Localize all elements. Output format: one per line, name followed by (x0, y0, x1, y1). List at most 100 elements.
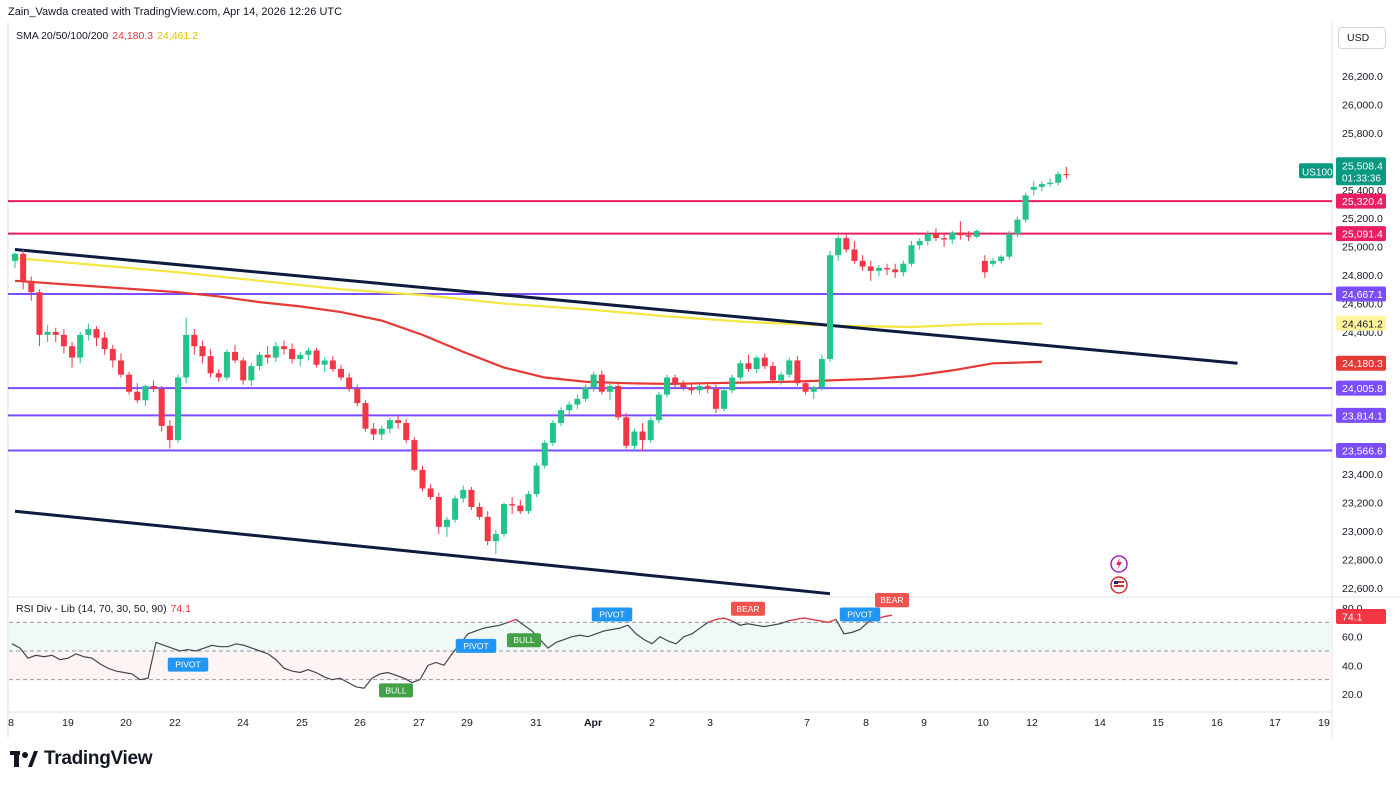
sma-legend[interactable]: SMA 20/50/100/200 24,180.3 24,461.2 (16, 30, 198, 42)
candle-body-100 (827, 255, 833, 360)
candle-body-72 (598, 374, 605, 392)
candle-body-42 (354, 388, 361, 404)
candle-body-33 (280, 346, 287, 350)
price-tick-label: 23,000.0 (1342, 526, 1383, 538)
candlesticks (12, 167, 1070, 554)
candle-body-119 (981, 260, 988, 273)
candle-body-34 (289, 349, 296, 360)
candle-body-109 (900, 263, 907, 273)
candle-body-128 (1055, 174, 1062, 183)
candle-body-129 (1063, 174, 1070, 176)
candle-body-96 (794, 360, 801, 384)
candle-body-114 (941, 238, 948, 240)
time-tick-label: 26 (354, 717, 366, 729)
sma-legend-red-value: 24,180.3 (112, 30, 154, 42)
candle-body-118 (973, 231, 980, 237)
candle-body-74 (615, 386, 622, 418)
candle-body-44 (370, 428, 377, 435)
candle-body-25 (215, 373, 222, 378)
candle-body-70 (582, 387, 589, 399)
moving-averages (14, 256, 1042, 386)
price-tick-label: 26,200.0 (1342, 71, 1383, 83)
candle-body-20 (175, 377, 181, 441)
rsi-signal-4-bg (591, 607, 633, 622)
rsi-signal-1-bg (379, 683, 413, 698)
rsi-tick-label: 40.0 (1342, 660, 1363, 672)
time-tick-label: Apr (584, 717, 602, 729)
time-tick-label: 2 (649, 717, 655, 729)
flash-icon[interactable] (1110, 555, 1128, 573)
time-tick-label: 17 (1269, 717, 1281, 729)
rsi-signal-9-label: BEAR (880, 595, 903, 605)
candle-body-35 (297, 354, 304, 360)
rsi-tick-label: 20.0 (1342, 689, 1363, 701)
candle-body-75 (623, 417, 630, 446)
level-badge-4-bg (1336, 407, 1386, 423)
time-axis: 8 19 20 22 24 25 26 27 29 31 Apr 2 3 7 8 9 10 12 14 15 16 17 1… (8, 717, 1330, 729)
candle-body-71 (590, 374, 597, 388)
rsi-legend-label: RSI Div - Lib (14, 70, 30, 50, 90) (16, 603, 167, 615)
rsi-signal-1-label: BULL (385, 685, 407, 695)
candle-body-88 (729, 377, 736, 391)
candle-body-101 (835, 238, 842, 256)
price-tick-label: 25,800.0 (1342, 128, 1383, 140)
candle-body-125 (1030, 186, 1037, 190)
candle-body-45 (378, 428, 385, 435)
candle-body-73 (606, 386, 613, 392)
rsi-line (11, 614, 893, 689)
level-badge-1-label: 25,091.4 (1342, 229, 1383, 241)
price-tick-label: 22,800.0 (1342, 555, 1383, 567)
time-tick-label: 31 (530, 717, 542, 729)
candle-body-56 (468, 489, 475, 507)
rsi-signal-6-bg (839, 607, 881, 622)
sma-badge-1-label: 24,180.3 (1342, 358, 1383, 370)
rsi-legend[interactable]: RSI Div - Lib (14, 70, 30, 50, 90) 74.1 (16, 603, 191, 615)
rsi-oversold-band (9, 651, 1332, 680)
time-tick-label: 10 (977, 717, 989, 729)
candle-body-38 (321, 360, 328, 365)
candle-body-9 (85, 329, 92, 335)
candle-body-61 (509, 504, 516, 506)
chart-credit: Zain_Vawda created with TradingView.com,… (8, 6, 343, 18)
candle-body-22 (191, 334, 198, 347)
sma-legend-yellow-value: 24,461.2 (157, 30, 198, 42)
level-badge-5-label: 23,566.6 (1342, 446, 1383, 458)
candle-body-67 (558, 410, 565, 424)
candle-body-112 (924, 233, 931, 241)
candle-body-116 (957, 232, 964, 236)
candle-body-80 (664, 377, 670, 395)
rsi-tick-label: 60.0 (1342, 632, 1363, 644)
candle-body-41 (346, 377, 353, 389)
candle-body-0 (12, 253, 18, 261)
candle-body-63 (525, 494, 532, 512)
price-chart[interactable]: PIVOTBULLPIVOTBULLPIVOTBEARPIVOTBEARBEAR… (0, 0, 1400, 745)
candle-body-12 (109, 349, 116, 361)
candle-body-30 (256, 354, 263, 367)
time-tick-label: 19 (62, 717, 74, 729)
candle-body-46 (386, 420, 393, 429)
rsi-legend-value: 74.1 (170, 603, 192, 615)
countdown-label: 01:33:36 (1342, 173, 1381, 184)
rsi-signal-3-label: BULL (513, 635, 535, 645)
candle-body-102 (843, 238, 850, 250)
candle-body-21 (183, 334, 190, 378)
tradingview-logo[interactable]: TradingView (10, 748, 153, 770)
candle-body-69 (574, 398, 581, 405)
rsi-ob-segment (507, 618, 517, 623)
level-badge-3-bg (1336, 380, 1386, 396)
candle-body-54 (452, 498, 459, 520)
rsi-background (9, 622, 1332, 680)
channel-lines (14, 248, 1238, 596)
time-tick-label: 22 (169, 717, 181, 729)
currency-button[interactable]: USD (1338, 27, 1386, 49)
candle-body-4 (44, 332, 51, 335)
candle-body-105 (867, 266, 874, 271)
channel-line-0 (14, 248, 1238, 365)
time-tick-label: 29 (461, 717, 473, 729)
time-tick-label: 20 (120, 717, 132, 729)
candle-body-76 (631, 431, 638, 446)
time-tick-label: 27 (413, 717, 425, 729)
sma-badge-0-bg (1336, 315, 1386, 331)
level-badge-0-bg (1336, 193, 1386, 209)
candle-body-99 (818, 359, 825, 388)
